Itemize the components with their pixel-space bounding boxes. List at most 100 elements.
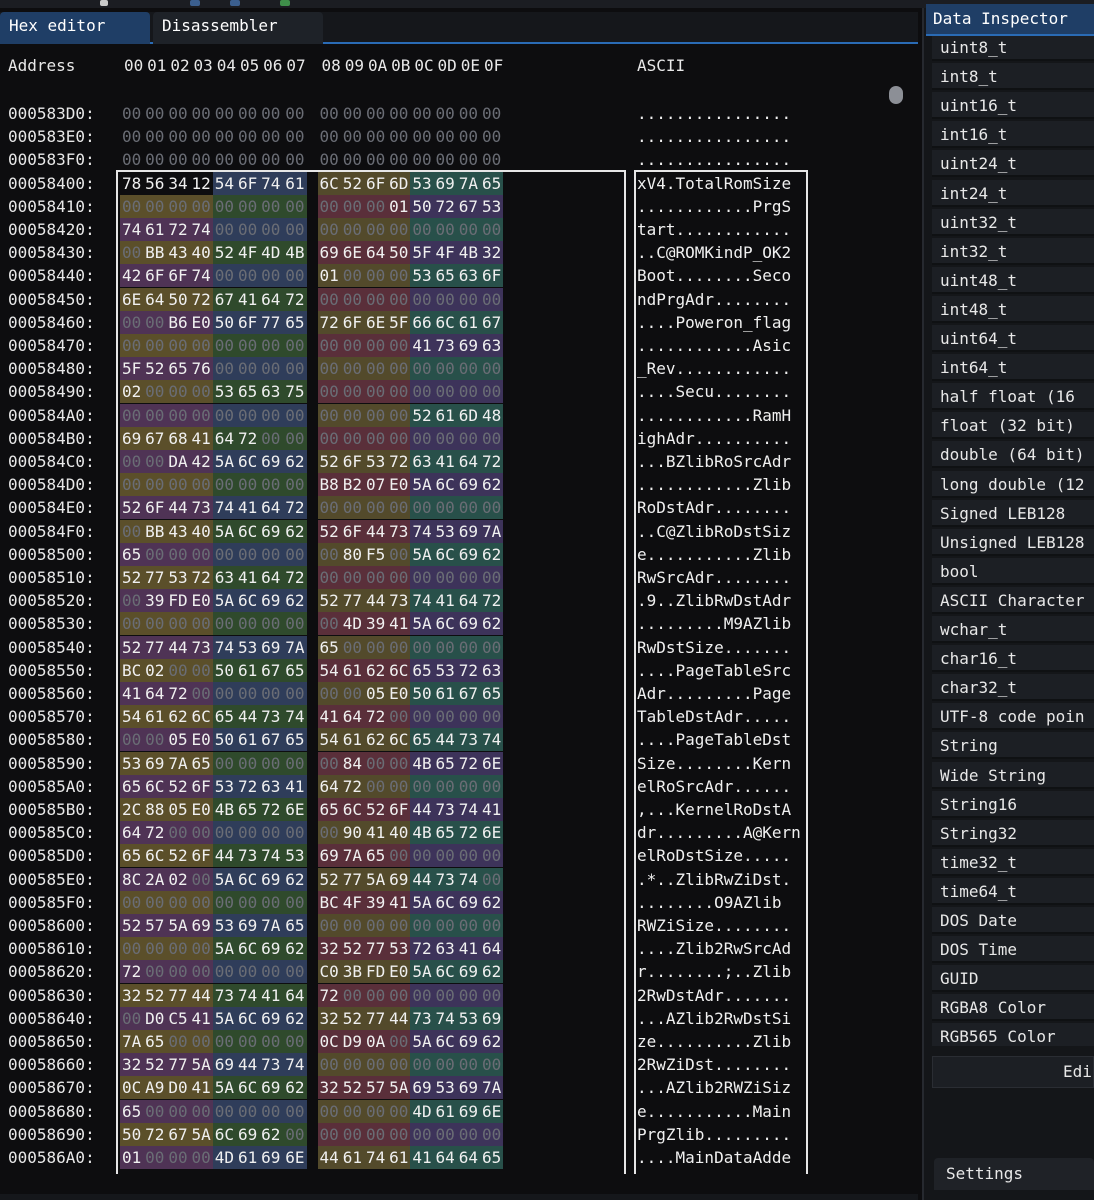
hex-byte[interactable]: 00 (261, 150, 281, 170)
hex-byte[interactable]: 43 (166, 241, 190, 265)
hex-byte[interactable]: 72 (282, 496, 308, 520)
hex-byte[interactable]: 74 (456, 867, 480, 891)
hex-byte[interactable]: 44 (236, 705, 260, 729)
hex-byte[interactable]: 77 (364, 1006, 388, 1030)
hex-byte[interactable]: 00 (387, 334, 411, 357)
hex-byte[interactable]: 00 (410, 774, 434, 798)
hex-byte[interactable]: B8 (317, 473, 341, 497)
hex-byte[interactable]: 00 (340, 334, 364, 357)
hex-byte[interactable]: 73 (212, 983, 236, 1007)
hex-byte[interactable]: 00 (364, 1122, 388, 1146)
hex-byte[interactable]: 00 (387, 380, 411, 404)
hex-byte[interactable]: 5F (387, 310, 411, 334)
hex-byte[interactable]: 00 (340, 635, 364, 659)
hex-byte[interactable]: 00 (480, 357, 504, 381)
hex-byte[interactable]: 00 (121, 127, 142, 147)
hex-byte[interactable]: 00 (189, 194, 213, 218)
row-ascii[interactable]: e...........Zlib (637, 544, 792, 564)
hex-byte[interactable]: 73 (433, 334, 457, 357)
hex-byte[interactable]: 68 (166, 426, 190, 450)
hex-byte[interactable]: 00 (237, 127, 258, 147)
hex-byte[interactable]: 05 (364, 682, 388, 705)
row-ascii[interactable]: Boot........Seco (637, 266, 792, 286)
hex-byte[interactable]: 00 (317, 380, 341, 404)
hex-byte[interactable]: 00 (364, 194, 388, 218)
hex-byte[interactable]: 00 (387, 542, 411, 566)
inspector-row[interactable]: time32_t (932, 848, 1094, 876)
hex-byte[interactable]: 5A (212, 937, 236, 961)
hex-byte[interactable]: 74 (236, 983, 260, 1007)
hex-byte[interactable]: 00 (282, 890, 308, 914)
hex-byte[interactable]: 00 (236, 334, 260, 357)
hex-byte[interactable]: 00 (410, 426, 434, 450)
hex-byte[interactable]: 63 (480, 658, 504, 682)
hex-byte[interactable]: 00 (456, 566, 480, 589)
hex-byte[interactable]: 00 (120, 519, 144, 543)
hex-byte[interactable]: 01 (317, 264, 341, 288)
hex-byte[interactable]: 00 (259, 751, 283, 775)
hex-byte[interactable]: 00 (236, 473, 260, 497)
hex-byte[interactable]: 52 (212, 241, 236, 265)
hex-byte[interactable]: 00 (480, 774, 504, 798)
hex-byte[interactable]: 12 (191, 173, 211, 193)
hex-byte[interactable]: 00 (365, 150, 386, 170)
hex-byte[interactable]: 41 (120, 682, 144, 705)
hex-byte[interactable]: 74 (456, 798, 480, 821)
hex-byte[interactable]: 65 (480, 171, 504, 195)
hex-byte[interactable]: 52 (120, 496, 144, 520)
hex-byte[interactable]: 40 (387, 821, 411, 845)
hex-byte[interactable]: 00 (317, 682, 341, 705)
hex-byte[interactable]: 00 (166, 380, 190, 404)
hex-byte[interactable]: 00 (120, 612, 144, 636)
hex-byte[interactable]: 74 (259, 844, 283, 868)
hex-byte[interactable]: 73 (387, 519, 411, 543)
hex-byte[interactable]: 65 (282, 310, 308, 334)
hex-byte[interactable]: 54 (120, 705, 144, 729)
hex-byte[interactable]: 00 (212, 403, 236, 427)
hex-byte[interactable]: 43 (166, 519, 190, 543)
hex-byte[interactable]: 41 (387, 612, 411, 636)
hex-byte[interactable]: 00 (282, 612, 308, 636)
hex-byte[interactable]: 00 (236, 264, 260, 288)
inspector-row[interactable]: int8_t (932, 63, 1094, 91)
hex-byte[interactable]: 00 (480, 287, 504, 311)
row-ascii[interactable]: ................ (637, 104, 792, 123)
hex-byte[interactable]: 64 (282, 983, 308, 1007)
hex-byte[interactable]: 00 (410, 287, 434, 311)
hex-byte[interactable]: 72 (120, 960, 144, 984)
hex-byte[interactable]: 4B (410, 751, 434, 775)
inspector-row[interactable]: GUID (932, 965, 1094, 993)
hex-byte[interactable]: 00 (364, 635, 388, 659)
hex-byte[interactable]: 00 (364, 774, 388, 798)
hex-byte[interactable]: 00 (214, 127, 235, 147)
hex-byte[interactable]: 00 (364, 496, 388, 520)
hex-byte[interactable]: 7A (120, 1030, 144, 1053)
hex-byte[interactable]: 6C (387, 728, 411, 752)
toolbar-icon[interactable] (190, 0, 200, 6)
hex-byte[interactable]: 00 (236, 682, 260, 705)
hex-byte[interactable]: 74 (212, 496, 236, 520)
hex-byte[interactable]: 52 (340, 1006, 364, 1030)
hex-byte[interactable]: 00 (120, 937, 144, 961)
hex-byte[interactable]: 74 (410, 589, 434, 613)
hex-byte[interactable]: 69 (456, 1099, 480, 1123)
hex-byte[interactable]: 52 (143, 1053, 167, 1077)
hex-byte[interactable]: 0A (364, 1030, 388, 1053)
hex-byte[interactable]: 00 (387, 264, 411, 288)
hex-byte[interactable]: 00 (214, 150, 235, 170)
hex-byte[interactable]: 00 (456, 426, 480, 450)
hex-byte[interactable]: 41 (456, 937, 480, 961)
hex-byte[interactable]: 00 (317, 1122, 341, 1146)
hex-byte[interactable]: 5A (189, 1122, 213, 1146)
hex-byte[interactable]: 00 (145, 150, 165, 170)
hex-byte[interactable]: 62 (480, 960, 504, 984)
hex-byte[interactable]: 00 (166, 612, 190, 636)
hex-byte[interactable]: 77 (364, 937, 388, 961)
hex-byte[interactable]: 67 (143, 426, 167, 450)
hex-byte[interactable]: 00 (282, 1122, 308, 1146)
hex-byte[interactable]: 53 (364, 450, 388, 473)
hex-byte[interactable]: 00 (389, 127, 409, 147)
row-ascii[interactable]: ....PageTableSrc (637, 660, 792, 680)
hex-byte[interactable]: 00 (433, 1122, 457, 1146)
hex-byte[interactable]: D9 (340, 1030, 364, 1053)
